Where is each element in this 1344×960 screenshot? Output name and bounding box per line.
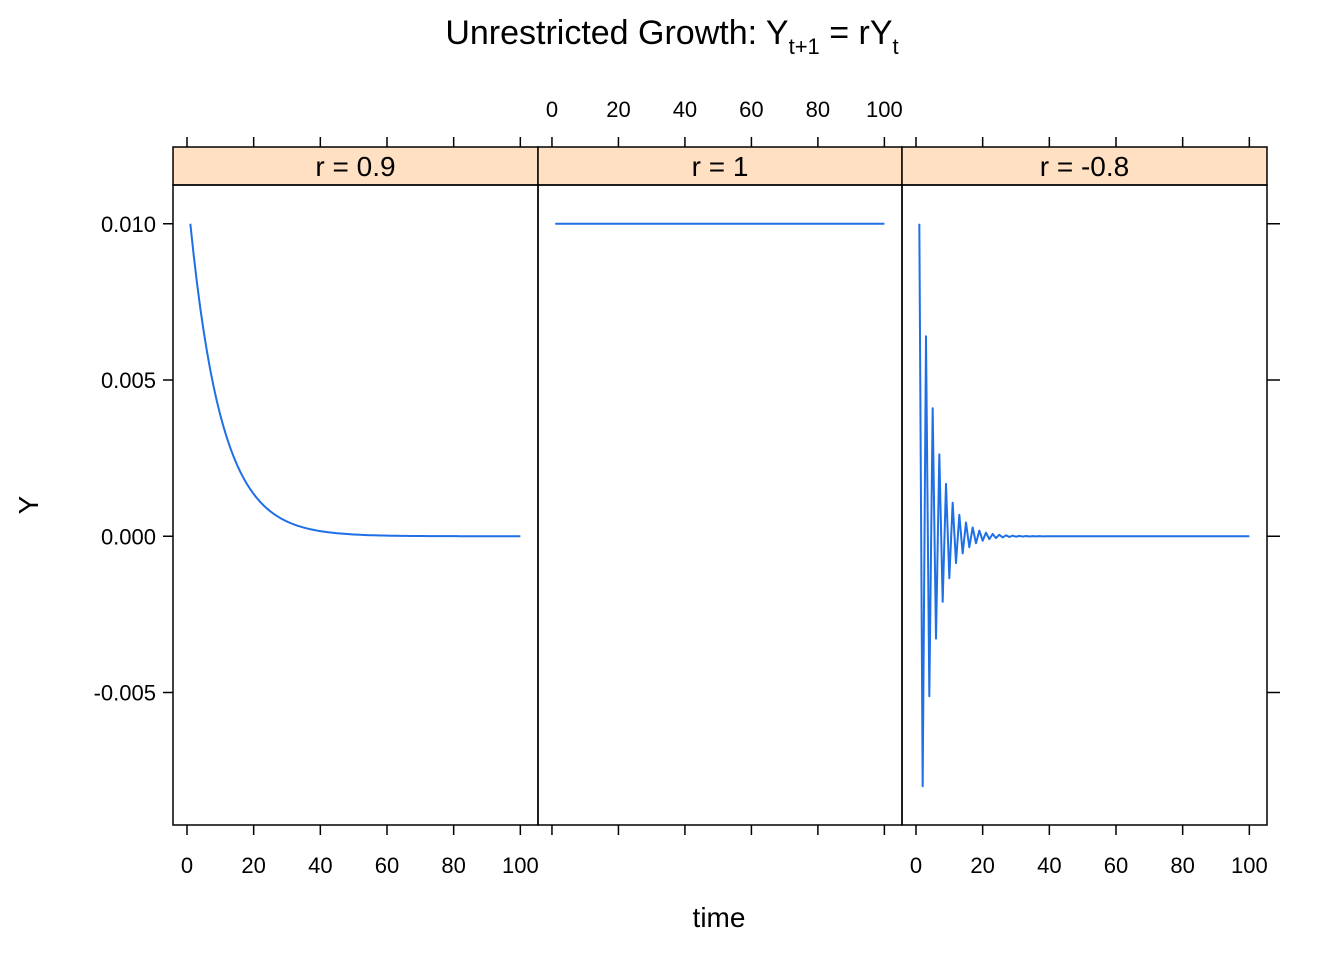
strip-label: r = 1 <box>692 151 749 182</box>
y-tick-label: -0.005 <box>94 681 156 706</box>
panel-3: r = -0.8 0 20 40 60 80 100 <box>901 137 1268 878</box>
strip-background <box>537 146 903 186</box>
series-line <box>918 223 1250 788</box>
x-tick-label: 80 <box>806 97 830 122</box>
y-tick-label: 0.000 <box>101 524 156 549</box>
x-tick-label: 20 <box>970 853 994 878</box>
panel-1: r = 0.9 0 20 40 60 80 100 <box>172 137 539 878</box>
y-axis-title: Y <box>13 495 44 514</box>
x-tick-label: 60 <box>375 853 399 878</box>
panel-2: r = 1 0 20 40 60 80 100 <box>537 97 903 835</box>
y-tick-label: 0.010 <box>101 212 156 237</box>
chart-title: Unrestricted Growth: Yt+1 = rYt <box>445 14 898 59</box>
panel-frame <box>901 184 1268 826</box>
x-tick-label: 0 <box>181 853 193 878</box>
x-tick-label: 100 <box>866 97 903 122</box>
x-tick-label: 80 <box>1170 853 1194 878</box>
x-tick-label: 60 <box>1104 853 1128 878</box>
x-tick-label: 80 <box>441 853 465 878</box>
x-tick-label: 20 <box>606 97 630 122</box>
y-tick-label: 0.005 <box>101 368 156 393</box>
x-tick-label: 0 <box>546 97 558 122</box>
x-tick-label: 40 <box>1037 853 1061 878</box>
chart-title-text: Unrestricted Growth: Yt+1 = rYt <box>445 14 898 59</box>
x-tick-label: 100 <box>1231 853 1268 878</box>
x-tick-label: 20 <box>241 853 265 878</box>
x-tick-label: 100 <box>502 853 539 878</box>
x-axis-title: time <box>693 902 746 933</box>
x-tick-label: 0 <box>910 853 922 878</box>
strip-label: r = -0.8 <box>1040 151 1129 182</box>
series-line <box>189 223 521 538</box>
x-tick-label: 60 <box>739 97 763 122</box>
strip-label: r = 0.9 <box>315 151 395 182</box>
panel-frame <box>537 184 903 826</box>
x-tick-label: 40 <box>673 97 697 122</box>
x-tick-label: 40 <box>308 853 332 878</box>
panel-frame <box>172 184 539 826</box>
strip-background <box>172 146 539 186</box>
